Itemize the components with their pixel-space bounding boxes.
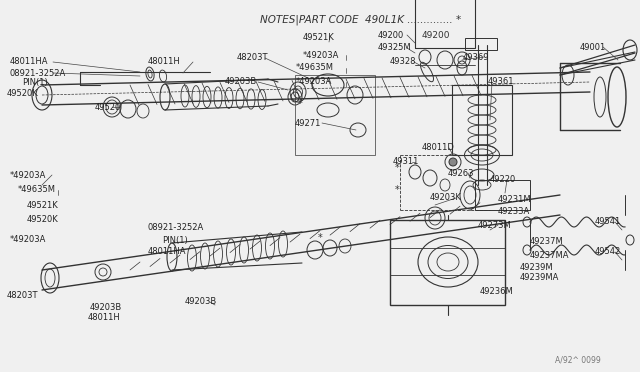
Bar	[295, 75, 375, 155]
Text: 49203K: 49203K	[430, 193, 462, 202]
Text: 48011H: 48011H	[148, 58, 180, 67]
Text: 49325M: 49325M	[378, 44, 412, 52]
Text: *: *	[395, 163, 400, 173]
Text: *: *	[395, 185, 400, 195]
Bar	[475, 180, 530, 210]
Text: 49200: 49200	[422, 31, 451, 39]
Text: 49271: 49271	[295, 119, 321, 128]
Text: PIN(1): PIN(1)	[162, 235, 188, 244]
Text: 49237MA: 49237MA	[530, 250, 570, 260]
Text: 49311: 49311	[393, 157, 419, 167]
Text: 49001: 49001	[580, 42, 606, 51]
Text: 49233A: 49233A	[498, 208, 531, 217]
Text: *49635M: *49635M	[296, 64, 334, 73]
Bar	[465, 38, 497, 50]
Text: 49220: 49220	[490, 176, 516, 185]
Text: *: *	[298, 99, 303, 109]
Text: 49203B: 49203B	[185, 298, 217, 307]
Text: 49263: 49263	[448, 169, 474, 177]
Text: 49239M: 49239M	[520, 263, 554, 273]
Text: *49203A: *49203A	[296, 77, 332, 87]
Text: 49542: 49542	[595, 247, 621, 257]
Text: 49520: 49520	[95, 103, 121, 112]
Text: *: *	[318, 233, 323, 243]
Text: *49635M: *49635M	[18, 186, 56, 195]
Ellipse shape	[449, 158, 457, 166]
Text: 49520K: 49520K	[27, 215, 59, 224]
Text: 49521K: 49521K	[27, 201, 59, 209]
Text: A/92^ 0099: A/92^ 0099	[555, 356, 601, 365]
Text: 08921-3252A: 08921-3252A	[148, 224, 204, 232]
Text: PIN(1): PIN(1)	[22, 77, 48, 87]
Text: 49520K: 49520K	[7, 89, 39, 97]
Text: 08921-3252A: 08921-3252A	[10, 68, 67, 77]
Text: 49521K: 49521K	[303, 32, 335, 42]
Text: 49541: 49541	[595, 218, 621, 227]
Text: *49203A: *49203A	[303, 51, 339, 60]
Text: 49361: 49361	[488, 77, 515, 87]
Text: 49273M: 49273M	[478, 221, 512, 230]
Bar	[390, 220, 505, 305]
Text: 49328: 49328	[390, 58, 417, 67]
Text: NOTES|PART CODE  490L1K .............. *: NOTES|PART CODE 490L1K .............. *	[260, 15, 461, 25]
Text: 49231M: 49231M	[498, 196, 532, 205]
Text: 48011HA: 48011HA	[10, 58, 49, 67]
Text: 48011H: 48011H	[88, 314, 121, 323]
Text: 48203T: 48203T	[7, 291, 38, 299]
Text: 49239MA: 49239MA	[520, 273, 559, 282]
Bar	[415, 0, 475, 48]
Text: 48203T: 48203T	[237, 54, 269, 62]
Bar	[452, 85, 512, 155]
Text: 49200: 49200	[378, 31, 404, 39]
Text: 49237M: 49237M	[530, 237, 564, 247]
Text: 49203B: 49203B	[90, 302, 122, 311]
Text: *49203A: *49203A	[10, 235, 46, 244]
Text: *49203A: *49203A	[10, 170, 46, 180]
Text: 49203B: 49203B	[225, 77, 257, 87]
Text: 48011D: 48011D	[422, 144, 455, 153]
Text: 49369: 49369	[463, 52, 490, 61]
Text: 48011HA: 48011HA	[148, 247, 186, 257]
Text: 49236M: 49236M	[480, 288, 514, 296]
